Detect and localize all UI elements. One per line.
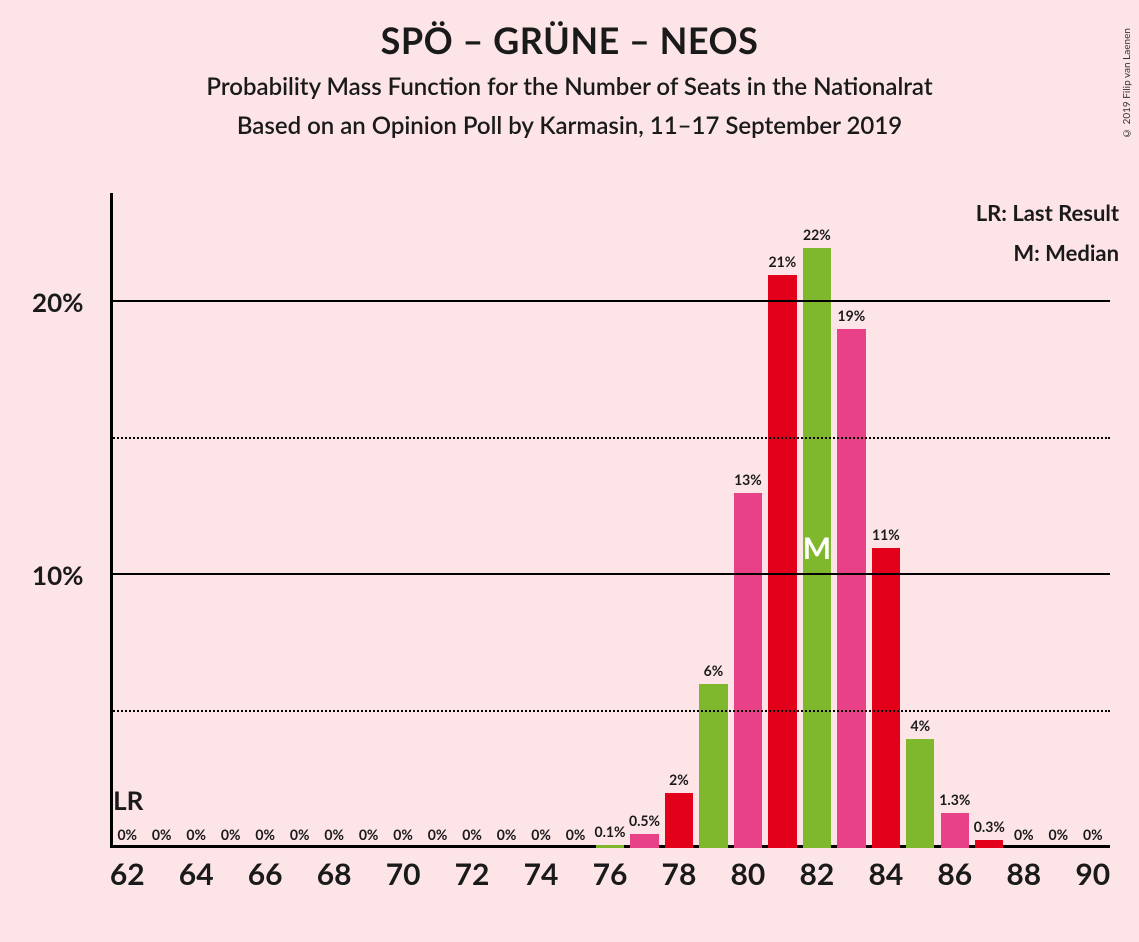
median-marker: M: [803, 530, 831, 566]
gridline-solid: [110, 573, 1110, 575]
x-tick-label: 90: [1075, 856, 1110, 892]
chart-title: SPÖ – GRÜNE – NEOS: [0, 18, 1139, 62]
x-tick-label: 80: [731, 856, 766, 892]
bar-value-label: 0%: [1048, 826, 1068, 843]
bar-value-label: 0%: [531, 826, 551, 843]
bar-value-label: 0%: [1083, 826, 1103, 843]
bar-value-label: 0%: [497, 826, 517, 843]
gridline-solid: [110, 300, 1110, 302]
last-result-marker: LR: [113, 784, 143, 816]
y-tick-label: 10%: [32, 559, 127, 591]
y-tick-label: 20%: [32, 286, 127, 318]
bar-value-label: 11%: [872, 526, 900, 543]
bar-value-label: 0%: [1014, 826, 1034, 843]
copyright-text: © 2019 Filip van Laenen: [1121, 28, 1133, 139]
bar-value-label: 1.3%: [939, 791, 970, 808]
bar-value-label: 2%: [669, 771, 689, 788]
x-tick-label: 78: [662, 856, 697, 892]
x-tick-label: 66: [248, 856, 283, 892]
bar-value-label: 6%: [704, 662, 724, 679]
bar-value-label: 0%: [255, 826, 275, 843]
bar-value-label: 0%: [393, 826, 413, 843]
chart-subtitle-1: Probability Mass Function for the Number…: [0, 72, 1139, 101]
bar-value-label: 21%: [769, 253, 797, 270]
bar-value-label: 0%: [566, 826, 586, 843]
x-tick-label: 76: [593, 856, 628, 892]
bar-value-label: 0%: [290, 826, 310, 843]
gridline-dotted: [110, 437, 1110, 439]
bar: [768, 275, 796, 848]
chart-subtitle-2: Based on an Opinion Poll by Karmasin, 11…: [0, 111, 1139, 140]
x-tick-label: 82: [799, 856, 834, 892]
x-tick-label: 62: [110, 856, 145, 892]
bar: [734, 493, 762, 848]
plot-area: 0% 0% 0% 0% 0% 0% 0% 0% 0% 0% 0% 0% 0% 0% 0.1%0.5% 2% 6%…: [110, 193, 1110, 848]
bar-value-label: 0.5%: [629, 812, 660, 829]
bars-container: 0% 0% 0% 0% 0% 0% 0% 0% 0% 0% 0% 0% 0% 0% 0.1%0.5% 2% 6%…: [110, 193, 1110, 848]
x-tick-label: 68: [317, 856, 352, 892]
bar-value-label: 22%: [803, 226, 831, 243]
bar: [872, 548, 900, 848]
x-tick-label: 74: [524, 856, 559, 892]
x-tick-label: 70: [386, 856, 421, 892]
x-tick-label: 84: [868, 856, 903, 892]
bar: [837, 329, 865, 848]
x-tick-label: 64: [179, 856, 214, 892]
bar-value-label: 0%: [359, 826, 379, 843]
bar-value-label: 13%: [734, 471, 762, 488]
bar: [630, 834, 658, 848]
bar-value-label: 4%: [911, 717, 931, 734]
x-tick-label: 72: [455, 856, 490, 892]
bar-value-label: 0.3%: [974, 818, 1005, 835]
bar: [906, 739, 934, 848]
bar-value-label: 0.1%: [594, 823, 625, 840]
bar: [596, 845, 624, 848]
bar-value-label: 0%: [324, 826, 344, 843]
bar: [941, 813, 969, 848]
gridline-dotted: [110, 710, 1110, 712]
bar-value-label: 0%: [428, 826, 448, 843]
bar: [975, 840, 1003, 848]
bar-value-label: 0%: [152, 826, 172, 843]
bar-value-label: 0%: [117, 826, 137, 843]
bar-value-label: 0%: [221, 826, 241, 843]
bar-value-label: 0%: [462, 826, 482, 843]
bar-value-label: 0%: [186, 826, 206, 843]
bar: [665, 793, 693, 848]
x-tick-label: 88: [1006, 856, 1041, 892]
x-tick-label: 86: [937, 856, 972, 892]
bar-value-label: 19%: [838, 307, 866, 324]
